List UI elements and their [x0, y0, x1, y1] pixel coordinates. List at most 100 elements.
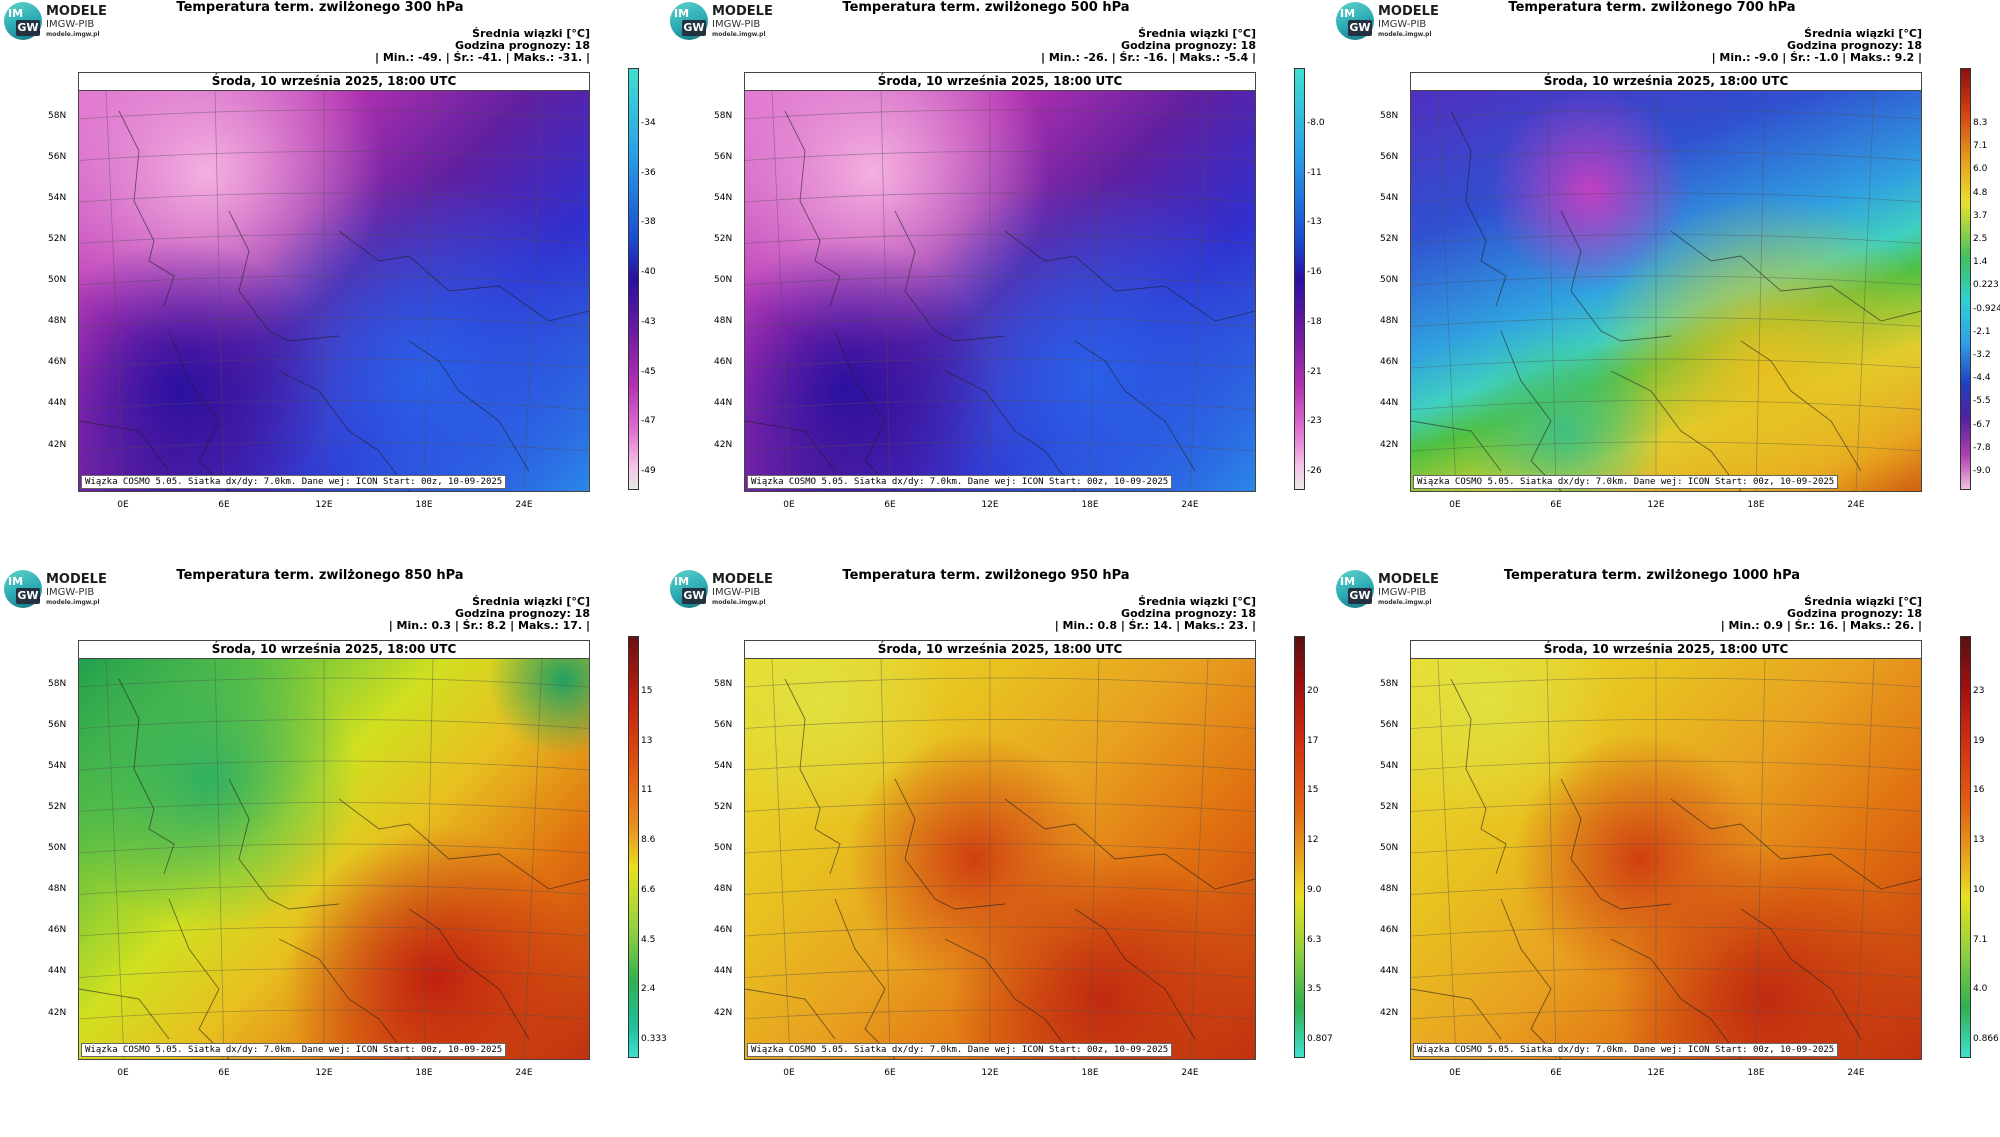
longitude-label: 18E	[415, 1068, 433, 1078]
logo-title: MODELE	[46, 4, 107, 19]
imgw-logo[interactable]: IM GW MODELE IMGW-PIB modele.imgw.pl	[670, 570, 782, 610]
latitude-label: 52N	[48, 234, 67, 244]
longitude-label: 12E	[1647, 1068, 1665, 1078]
logo-badge-top: IM	[8, 7, 24, 20]
country-border	[79, 988, 170, 1040]
logo-url: modele.imgw.pl	[1378, 599, 1432, 606]
graticule-latitude	[1411, 968, 1921, 978]
colorbar-tick-label: -5.5	[1973, 396, 1991, 407]
ensemble-mean-label: Średnia wiązki [°C]	[472, 595, 590, 608]
country-border	[168, 330, 230, 491]
country-border	[1411, 420, 1502, 472]
temperature-field-map[interactable]: Wiązka COSMO 5.05. Siatka dx/dy: 7.0km. …	[1411, 659, 1921, 1059]
graticule-latitude	[1411, 843, 1921, 854]
graticule-latitude	[745, 843, 1255, 854]
temperature-field-map[interactable]: Wiązka COSMO 5.05. Siatka dx/dy: 7.0km. …	[745, 91, 1255, 491]
colorbar-tick-label: 2.4	[641, 984, 656, 995]
colorbar-tick-label: 0.807	[1307, 1034, 1333, 1044]
logo-badge-bottom: GW	[1348, 20, 1372, 36]
longitude-label: 24E	[1181, 500, 1199, 510]
model-footer: Wiązka COSMO 5.05. Siatka dx/dy: 7.0km. …	[1413, 475, 1839, 489]
temperature-field-map[interactable]: Wiązka COSMO 5.05. Siatka dx/dy: 7.0km. …	[79, 91, 589, 491]
graticule-longitude	[1546, 91, 1557, 491]
colorbar-tick-label: 13	[641, 735, 653, 746]
latitude-label: 54N	[714, 193, 733, 203]
graticule-latitude	[79, 192, 589, 203]
model-footer: Wiązka COSMO 5.05. Siatka dx/dy: 7.0km. …	[1413, 1043, 1839, 1057]
panel-title: Temperatura term. zwilżonego 850 hPa	[176, 568, 464, 583]
graticule-latitude	[79, 677, 589, 688]
graticule-latitude	[1411, 926, 1921, 937]
stats-block: Średnia wiązki [°C] Godzina prognozy: 18…	[389, 596, 590, 632]
country-border	[944, 938, 1076, 1059]
field-blob	[283, 826, 589, 1059]
stats-line: | Min.: -9.0 | Śr.: -1.0 | Maks.: 9.2 |	[1711, 51, 1922, 64]
graticule-latitude	[1411, 109, 1921, 120]
logo-badge-top: IM	[1340, 575, 1356, 588]
temperature-field-map[interactable]: Wiązka COSMO 5.05. Siatka dx/dy: 7.0km. …	[745, 659, 1255, 1059]
graticule-latitude	[1411, 677, 1921, 688]
colorbar-tick-label: 3.5	[1307, 984, 1322, 995]
graticule-latitude	[1411, 719, 1921, 729]
colorbar-tick-label: 7.1	[1973, 141, 1988, 152]
country-border	[1450, 678, 1507, 875]
forecast-hour-label: Godzina prognozy: 18	[455, 39, 590, 52]
temperature-field-map[interactable]: Wiązka COSMO 5.05. Siatka dx/dy: 7.0km. …	[1411, 91, 1921, 491]
latitude-label: 56N	[48, 720, 67, 730]
imgw-logo[interactable]: IM GW MODELE IMGW-PIB modele.imgw.pl	[1336, 2, 1448, 42]
longitude-label: 18E	[1747, 500, 1765, 510]
latitude-label: 42N	[1380, 1008, 1399, 1018]
colorbar-tick-label: 8.3	[1973, 118, 1988, 128]
longitude-label: 0E	[783, 500, 795, 510]
country-border	[79, 420, 170, 472]
latitude-label: 42N	[1380, 440, 1399, 450]
logo-badge-top: IM	[674, 7, 690, 20]
temperature-field-map[interactable]: Wiązka COSMO 5.05. Siatka dx/dy: 7.0km. …	[79, 659, 589, 1059]
latitude-label: 44N	[714, 398, 733, 408]
longitude-label: 12E	[315, 1068, 333, 1078]
longitude-label: 6E	[218, 1068, 230, 1078]
map-frame: Środa, 10 września 2025, 18:00 UTC Wiązk…	[1410, 72, 1922, 492]
latitude-label: 50N	[1380, 843, 1399, 853]
country-border	[1411, 988, 1502, 1040]
latitude-label: 58N	[1380, 111, 1399, 121]
graticule-latitude	[1411, 885, 1921, 895]
stats-line: | Min.: 0.9 | Śr.: 16. | Maks.: 26. |	[1720, 619, 1922, 632]
colorbar-tick-label: 0.866	[1973, 1034, 1999, 1044]
colorbar	[628, 636, 639, 1058]
colorbar	[1960, 636, 1971, 1058]
forecast-hour-label: Godzina prognozy: 18	[1121, 607, 1256, 620]
graticule-longitude	[423, 91, 434, 491]
longitude-label: 0E	[1449, 500, 1461, 510]
latitude-label: 56N	[1380, 152, 1399, 162]
country-border	[1074, 340, 1196, 472]
imgw-logo[interactable]: IM GW MODELE IMGW-PIB modele.imgw.pl	[4, 570, 116, 610]
country-border	[784, 678, 841, 875]
graticule-latitude	[745, 968, 1255, 978]
graticule-latitude	[1411, 802, 1921, 812]
colorbar-tick-label: 6.0	[1973, 164, 1988, 175]
imgw-logo[interactable]: IM GW MODELE IMGW-PIB modele.imgw.pl	[4, 2, 116, 42]
colorbar-tick-label: -40	[641, 267, 656, 278]
ensemble-mean-label: Średnia wiązki [°C]	[472, 27, 590, 40]
country-border	[118, 110, 175, 307]
latitude-label: 44N	[1380, 966, 1399, 976]
latitude-label: 48N	[48, 884, 67, 894]
forecast-panel: IM GW MODELE IMGW-PIB modele.imgw.pl Tem…	[666, 568, 1333, 1136]
latitude-label: 54N	[48, 761, 67, 771]
longitude-label: 24E	[515, 500, 533, 510]
logo-title: MODELE	[46, 572, 107, 587]
graticule-longitude	[105, 659, 125, 1059]
colorbar-tick-label: 19	[1973, 735, 1985, 746]
country-border	[894, 778, 1006, 910]
latitude-label: 50N	[1380, 275, 1399, 285]
stats-line: | Min.: 0.8 | Śr.: 14. | Maks.: 23. |	[1054, 619, 1256, 632]
graticule-latitude	[79, 275, 589, 286]
imgw-logo[interactable]: IM GW MODELE IMGW-PIB modele.imgw.pl	[670, 2, 782, 42]
colorbar-tick-label: 4.0	[1973, 984, 1988, 995]
graticule-latitude	[79, 151, 589, 161]
valid-date: Środa, 10 września 2025, 18:00 UTC	[1411, 73, 1921, 91]
imgw-logo[interactable]: IM GW MODELE IMGW-PIB modele.imgw.pl	[1336, 570, 1448, 610]
logo-subtitle: IMGW-PIB	[1378, 19, 1427, 30]
ensemble-mean-label: Średnia wiązki [°C]	[1138, 595, 1256, 608]
